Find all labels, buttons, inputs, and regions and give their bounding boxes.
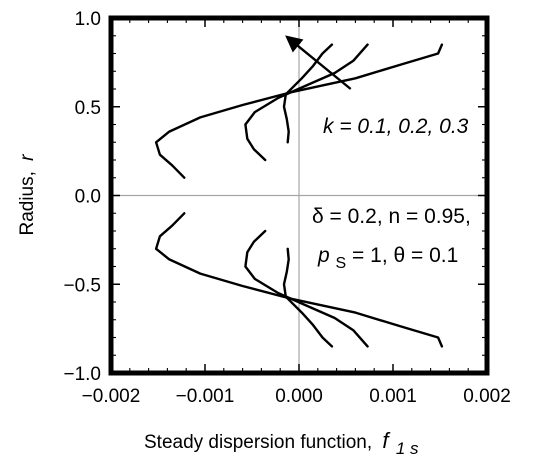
series-k-0-2-upper bbox=[245, 45, 367, 160]
y-tick-label: 0.5 bbox=[75, 98, 101, 119]
y-tick-label: −1.0 bbox=[63, 364, 101, 385]
series-k-0-2-lower bbox=[245, 231, 367, 346]
y-axis-title: Radius, r bbox=[17, 154, 38, 236]
x-axis-title-text: Steady dispersion function, bbox=[144, 432, 372, 453]
params-annotation-line2: p S = 1, θ = 0.1 bbox=[317, 244, 458, 273]
y-tick-label: −0.5 bbox=[63, 275, 101, 296]
params-annotation-line1: δ = 0.2, n = 0.95, bbox=[312, 205, 471, 228]
params-p-subscript: S bbox=[336, 255, 347, 272]
x-axis-title: Steady dispersion function, f 1 s bbox=[144, 428, 419, 458]
k-values-annotation: k = 0.1, 0.2, 0.3 bbox=[323, 115, 469, 138]
x-axis-subscript: 1 s bbox=[396, 439, 419, 458]
params-p-symbol: p bbox=[317, 244, 330, 267]
y-axis-symbol: r bbox=[17, 154, 38, 161]
x-axis-symbol: f bbox=[382, 428, 391, 453]
y-tick-label: 0.0 bbox=[75, 187, 101, 208]
x-tick-label: −0.002 bbox=[82, 386, 141, 407]
x-tick-label: 0.001 bbox=[369, 386, 417, 407]
x-tick-label: 0.002 bbox=[463, 386, 511, 407]
x-tick-label: −0.001 bbox=[176, 386, 235, 407]
k-values-text: k = 0.1, 0.2, 0.3 bbox=[323, 115, 469, 138]
params-line1-text: δ = 0.2, n = 0.95, bbox=[312, 205, 471, 228]
y-axis-title-text: Radius, bbox=[17, 171, 38, 235]
x-tick-label: 0.000 bbox=[275, 386, 323, 407]
y-tick-label: 1.0 bbox=[75, 9, 101, 30]
zero-gridlines bbox=[111, 18, 487, 373]
params-line2-rest: = 1, θ = 0.1 bbox=[352, 244, 458, 267]
